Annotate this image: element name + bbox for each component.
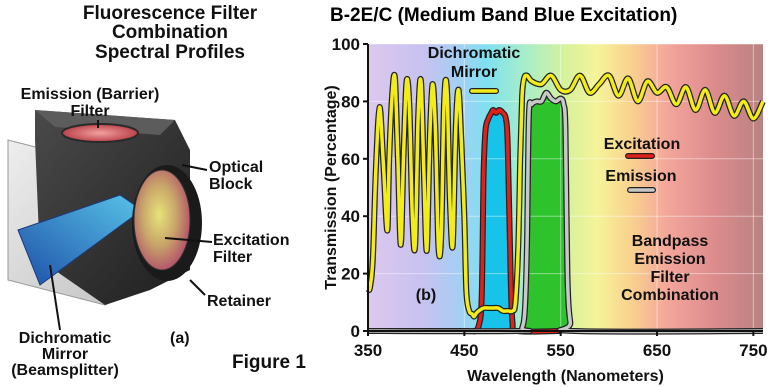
left-title-line: Spectral Profiles [95, 41, 245, 63]
y-tick-label: 100 [332, 35, 360, 54]
leader-line [164, 237, 213, 243]
callout-dichromatic-mirror: Dichromatic Mirror (Beamsplitter) [0, 331, 130, 379]
y-axis-label: Transmission (Percentage) [323, 85, 340, 290]
callout-line: Excitation [213, 232, 290, 249]
mirror-label-line: Dichromatic [428, 45, 521, 62]
emission-filter-disc [61, 123, 139, 143]
filter-cube-illustration [7, 110, 213, 331]
chart-title: B-2E/C (Medium Band Blue Excitation) [330, 5, 678, 26]
x-tick-label: 750 [739, 341, 767, 360]
left-title-line: Fluorescence Filter [82, 3, 258, 24]
panel-b-label: (b) [416, 287, 436, 304]
callout-line: Filter [70, 102, 110, 120]
leader-line [49, 264, 61, 331]
callout-excitation-filter: Excitation Filter [213, 232, 290, 267]
x-tick-label: 350 [354, 341, 382, 360]
callout-line: (Beamsplitter) [11, 362, 119, 379]
excitation-legend-label: Excitation [604, 136, 680, 153]
leader-line [189, 279, 206, 296]
callout-line: Emission (Barrier) [20, 86, 160, 103]
callout-line: Retainer [207, 293, 272, 310]
left-panel-title: Fluorescence Filter Combination Spectral… [40, 3, 300, 63]
callout-line: Dichromatic [18, 330, 112, 347]
y-tick-label: 0 [351, 322, 360, 341]
excitation-filter-disc [133, 169, 191, 271]
callout-optical-block: Optical Block [209, 159, 264, 194]
dichromatic-mirror-series-line [366, 73, 765, 319]
panel-a-label: (a) [170, 330, 190, 347]
callout-emission-filter: Emission (Barrier) Filter [10, 86, 170, 121]
x-axis-label: Wavelength (Nanometers) [467, 368, 664, 385]
mirror-label-line: Mirror [451, 64, 497, 81]
callout-line: Filter [213, 248, 253, 266]
x-tick-label: 450 [450, 341, 478, 360]
callout-retainer: Retainer [207, 293, 271, 311]
figure-label: Figure 1 [232, 352, 306, 373]
bandpass-label-line: Filter [650, 269, 689, 286]
y-tick-label: 20 [341, 265, 360, 284]
bandpass-label-line: Combination [621, 287, 719, 304]
emission-legend-label: Emission [605, 168, 676, 185]
callout-line: Optical [209, 159, 264, 176]
emission-series-line [367, 91, 764, 334]
y-tick-label: 80 [341, 92, 360, 111]
x-tick-label: 550 [546, 341, 574, 360]
bandpass-label-line: Emission [634, 251, 705, 268]
y-tick-label: 60 [341, 150, 360, 169]
x-tick-label: 650 [643, 341, 671, 360]
bandpass-label-line: Bandpass [632, 233, 709, 250]
callout-line: Block [209, 175, 253, 193]
callout-line: Mirror [41, 346, 89, 363]
left-title-line: Combination [111, 22, 229, 44]
leader-line [181, 164, 208, 171]
y-tick-label: 40 [341, 207, 360, 226]
excitation-series-line [368, 108, 561, 334]
optical-block-top [35, 110, 175, 135]
